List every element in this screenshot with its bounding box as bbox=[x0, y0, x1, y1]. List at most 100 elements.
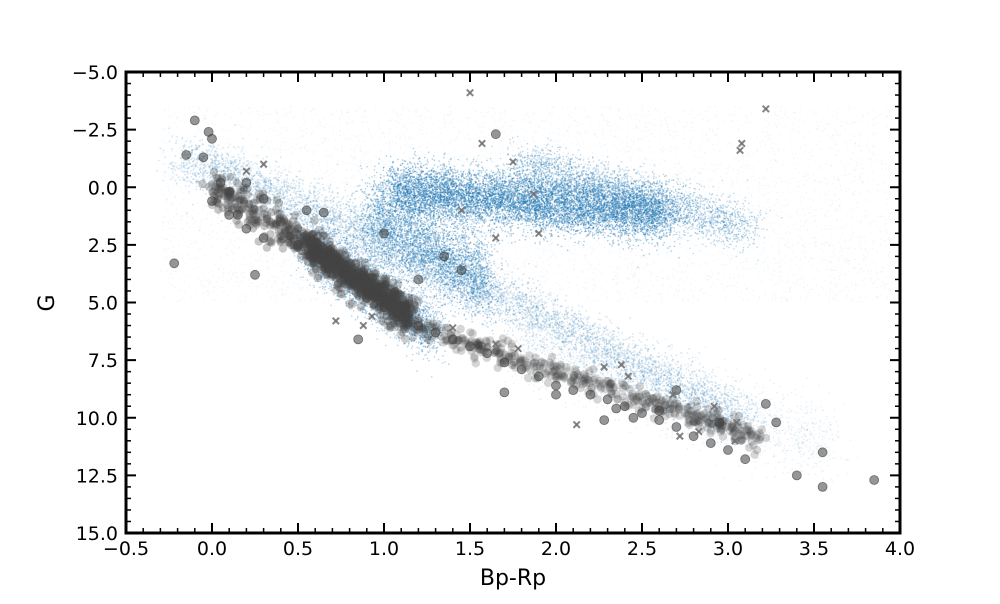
density-point bbox=[336, 191, 339, 194]
density-point bbox=[610, 374, 613, 376]
density-point bbox=[322, 226, 325, 229]
density-point bbox=[525, 300, 528, 303]
density-point bbox=[542, 312, 544, 314]
density-point bbox=[250, 177, 253, 180]
density-point bbox=[680, 351, 682, 354]
density-point bbox=[603, 362, 605, 365]
density-point bbox=[503, 329, 506, 332]
density-point bbox=[208, 174, 211, 177]
density-point bbox=[658, 356, 660, 358]
density-point bbox=[303, 203, 306, 206]
density-point bbox=[574, 330, 577, 333]
density-point bbox=[592, 348, 595, 350]
density-point bbox=[414, 259, 416, 262]
density-point bbox=[613, 335, 616, 338]
density-point bbox=[270, 223, 273, 226]
density-point bbox=[179, 167, 181, 170]
density-point bbox=[680, 380, 683, 383]
density-point bbox=[502, 303, 504, 306]
density-point bbox=[282, 207, 285, 210]
density-point bbox=[586, 321, 589, 324]
density-point bbox=[537, 309, 539, 312]
density-point bbox=[225, 170, 227, 173]
density-point bbox=[372, 259, 375, 262]
density-point bbox=[626, 369, 628, 371]
density-point bbox=[631, 333, 634, 335]
density-point bbox=[733, 395, 736, 398]
density-point bbox=[702, 411, 704, 414]
density-point bbox=[541, 328, 544, 331]
density-point bbox=[292, 199, 295, 202]
density-point bbox=[516, 324, 519, 327]
density-point bbox=[198, 176, 201, 178]
density-point bbox=[638, 388, 640, 391]
density-point bbox=[559, 317, 562, 320]
density-point bbox=[393, 242, 396, 245]
density-point bbox=[593, 360, 596, 362]
density-point bbox=[332, 204, 335, 207]
density-point bbox=[536, 344, 539, 347]
density-point bbox=[432, 260, 435, 263]
density-point bbox=[526, 320, 529, 323]
density-point bbox=[576, 357, 578, 359]
density-point bbox=[630, 353, 633, 356]
density-point bbox=[344, 189, 347, 192]
density-point bbox=[352, 239, 354, 241]
density-point bbox=[354, 236, 357, 239]
density-point bbox=[407, 273, 410, 275]
density-point bbox=[639, 385, 641, 387]
density-point bbox=[185, 159, 188, 162]
density-point bbox=[446, 240, 449, 243]
density-point bbox=[722, 428, 725, 431]
density-point bbox=[519, 291, 522, 294]
density-point bbox=[321, 177, 323, 180]
density-point bbox=[579, 327, 582, 330]
density-point bbox=[222, 146, 225, 149]
density-point bbox=[383, 257, 386, 260]
density-point bbox=[199, 188, 202, 190]
density-point bbox=[226, 170, 229, 172]
density-point bbox=[569, 347, 571, 350]
density-point bbox=[600, 346, 603, 348]
density-point bbox=[691, 387, 693, 389]
density-point bbox=[541, 304, 544, 307]
density-point bbox=[598, 343, 600, 346]
density-point bbox=[625, 366, 628, 369]
density-point bbox=[386, 266, 388, 269]
density-point bbox=[565, 341, 568, 344]
density-point bbox=[651, 359, 653, 362]
density-point bbox=[511, 271, 513, 273]
density-point bbox=[509, 300, 512, 303]
density-point bbox=[584, 316, 587, 319]
density-point bbox=[292, 179, 295, 182]
density-point bbox=[242, 146, 244, 149]
density-point bbox=[185, 140, 188, 143]
density-point bbox=[704, 394, 707, 397]
density-point bbox=[578, 310, 581, 312]
density-point bbox=[593, 323, 596, 325]
density-point bbox=[293, 197, 296, 200]
density-point bbox=[603, 357, 605, 360]
density-point bbox=[443, 266, 446, 269]
density-point bbox=[277, 179, 280, 182]
density-point bbox=[513, 310, 515, 312]
density-point bbox=[409, 238, 412, 241]
density-point bbox=[699, 377, 702, 380]
density-point bbox=[488, 313, 491, 316]
density-point bbox=[658, 361, 660, 364]
density-point bbox=[587, 327, 590, 330]
density-point bbox=[521, 306, 524, 308]
density-point bbox=[331, 206, 333, 209]
density-point bbox=[528, 336, 531, 338]
density-point bbox=[338, 230, 341, 233]
density-point bbox=[334, 218, 337, 221]
density-point bbox=[717, 384, 720, 387]
density-point bbox=[335, 224, 338, 227]
density-point bbox=[628, 343, 630, 346]
density-point bbox=[337, 236, 339, 238]
density-point bbox=[308, 185, 311, 188]
density-point bbox=[632, 336, 634, 338]
density-point bbox=[540, 294, 542, 297]
density-point bbox=[571, 309, 573, 311]
density-point bbox=[559, 324, 562, 327]
